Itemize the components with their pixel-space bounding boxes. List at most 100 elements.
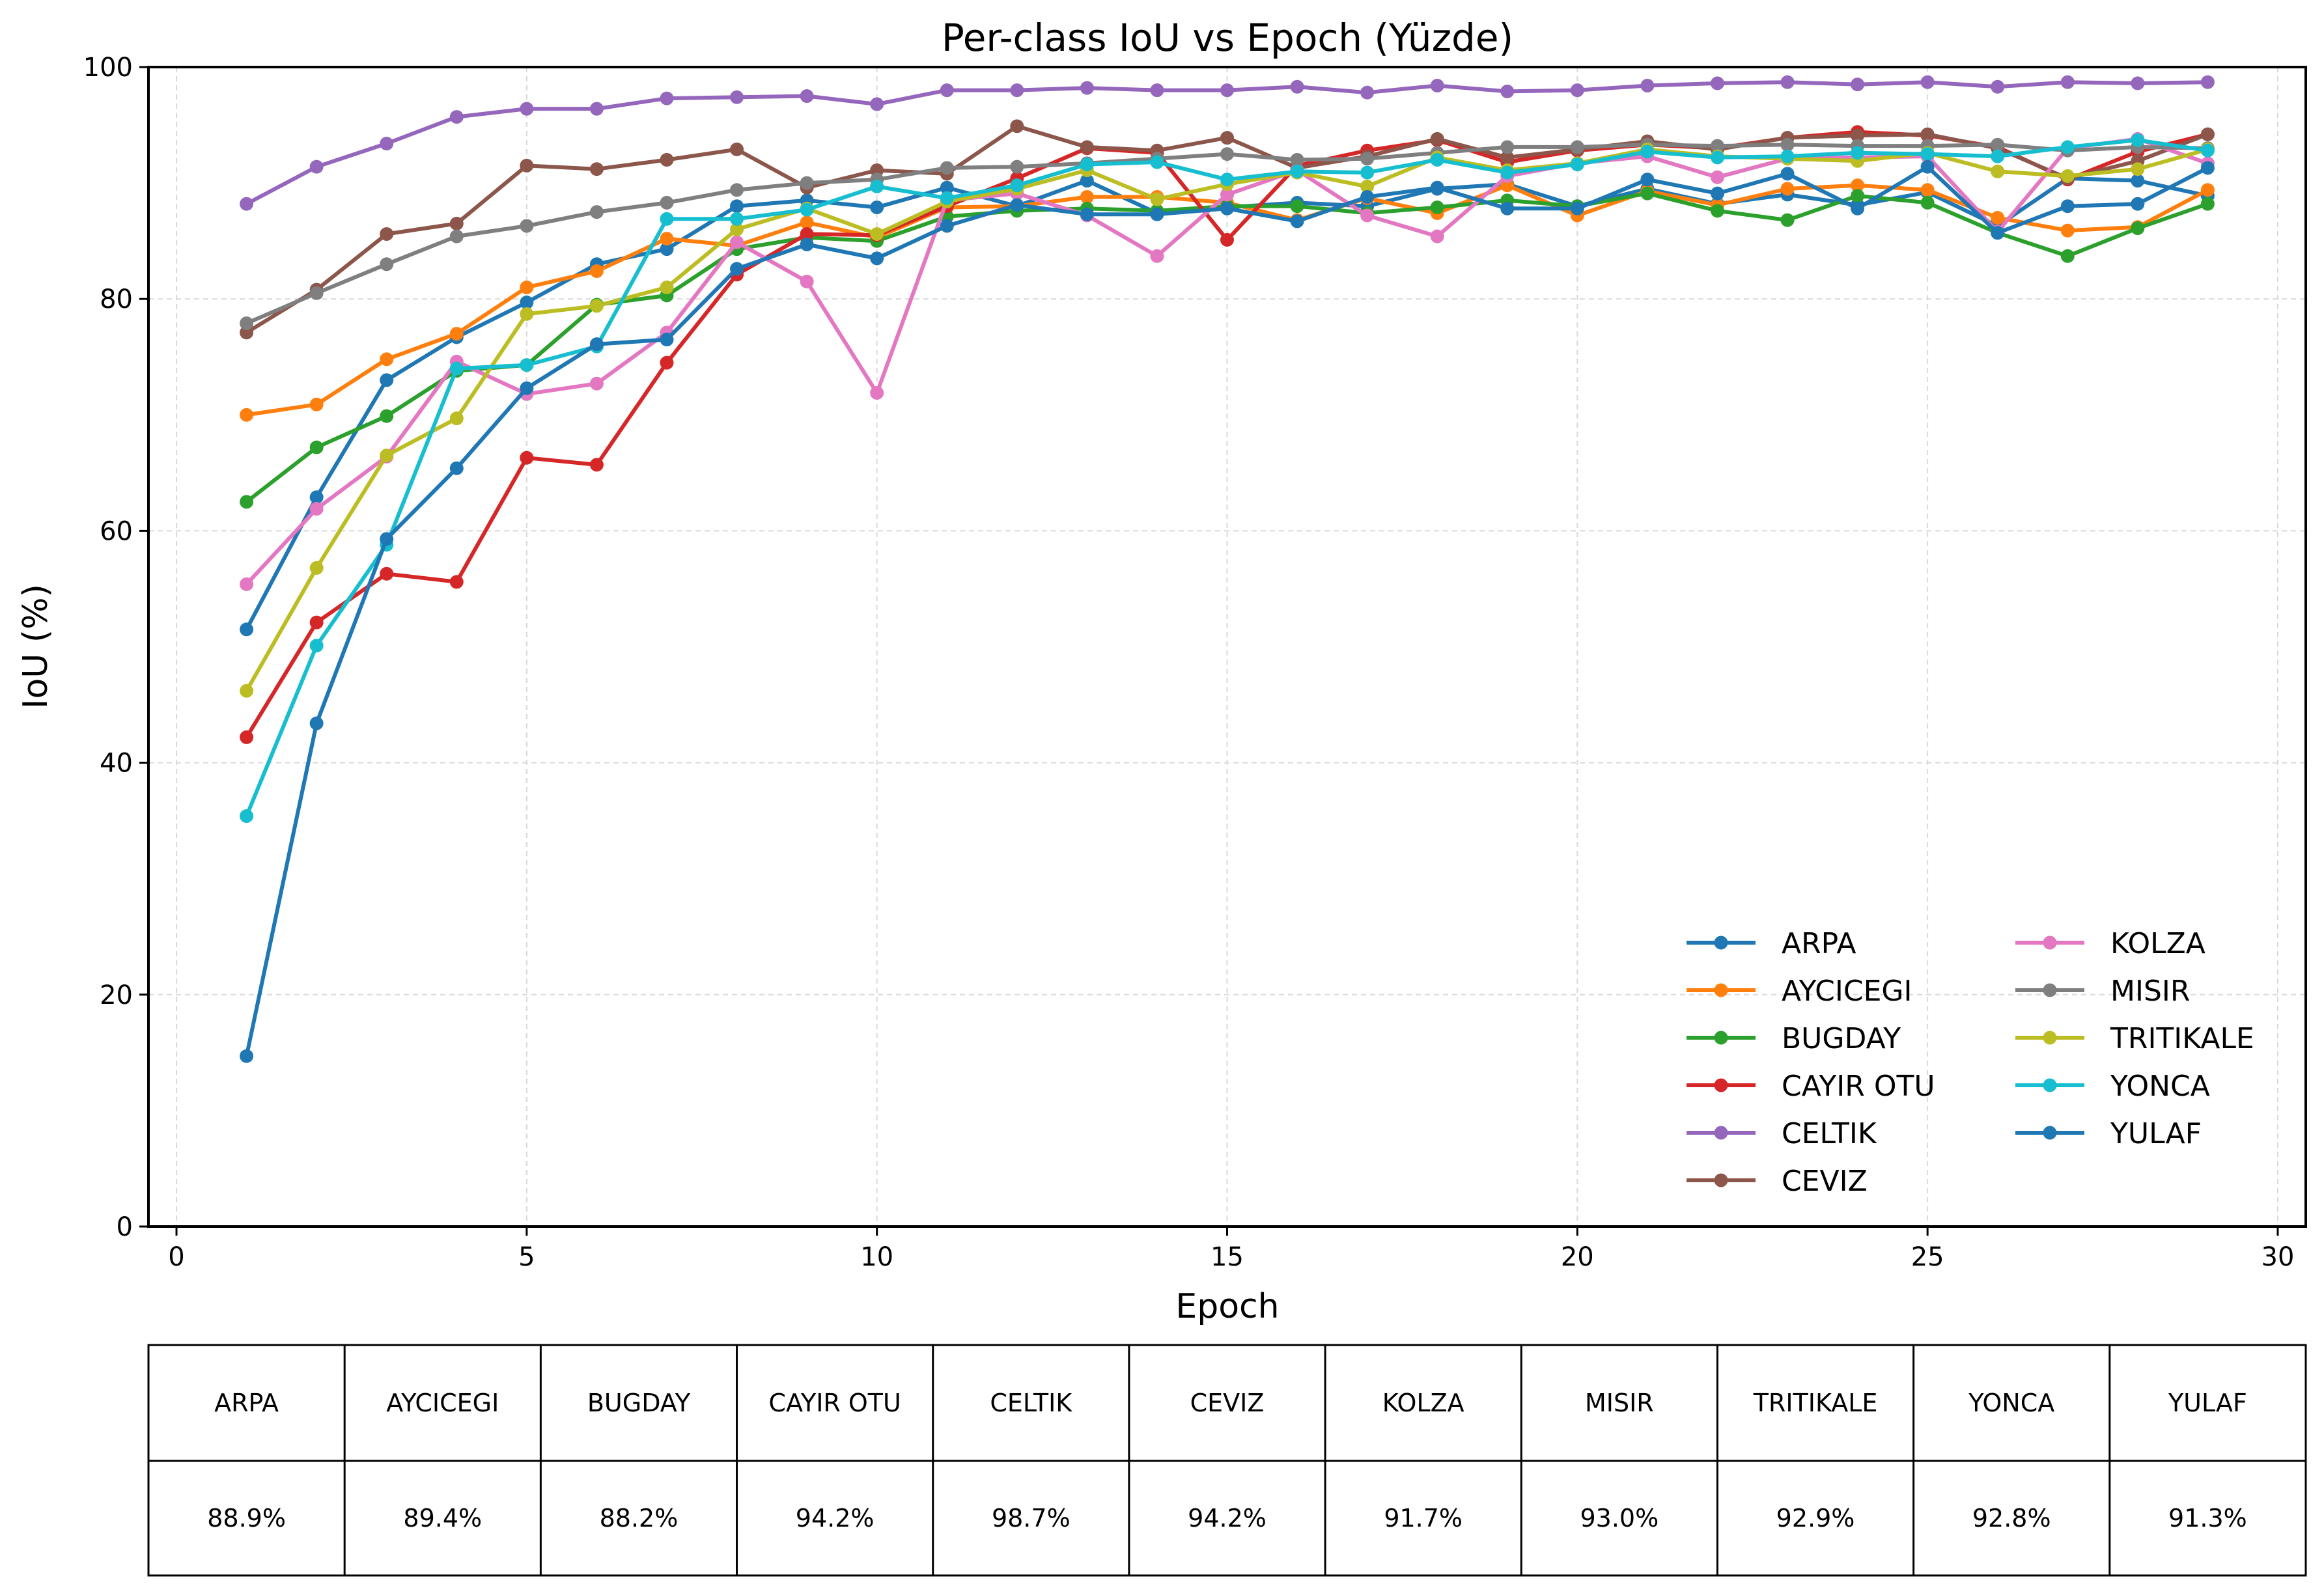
data-point-bugday (1290, 199, 1304, 214)
data-point-misir (660, 195, 674, 210)
data-point-aycicegi (1920, 183, 1935, 197)
summary-table: ARPA 88.9% AYCICEGI 89.4% BUGDAY 88.2% CAYIR O… (147, 1344, 2307, 1577)
legend-entry-misir: MISIR (2015, 975, 2190, 1008)
data-point-tritikale (309, 561, 324, 575)
data-point-tritikale (240, 684, 254, 698)
data-point-yulaf (2131, 197, 2145, 211)
table-value-cell: 92.8% (1972, 1504, 2051, 1533)
table-value-cell: 89.4% (403, 1504, 482, 1533)
data-point-misir (1500, 140, 1515, 154)
data-point-bugday (1710, 204, 1724, 218)
table-header-cell: CAYIR OTU (768, 1389, 901, 1417)
data-point-celtik (800, 89, 814, 104)
data-point-arpa (309, 490, 324, 505)
data-point-misir (240, 316, 254, 331)
data-point-tritikale (730, 222, 744, 236)
data-point-yulaf (1500, 201, 1515, 215)
data-point-misir (1220, 147, 1234, 161)
data-point-tritikale (589, 299, 604, 313)
data-point-misir (449, 229, 464, 243)
data-point-ceviz (1220, 131, 1234, 145)
table-header-cell: TRITIKALE (1753, 1389, 1878, 1417)
data-point-yonca (1430, 152, 1444, 167)
legend-label: TRITIKALE (2110, 1022, 2254, 1055)
data-point-misir (730, 183, 744, 197)
data-point-tritikale (520, 307, 534, 321)
x-axis: 0 5 10 15 20 25 30 (168, 1227, 2294, 1272)
data-point-aycicegi (520, 280, 534, 294)
data-point-kolza (1220, 187, 1234, 202)
legend-label: CAYIR OTU (1782, 1070, 1935, 1103)
data-point-bugday (1780, 213, 1795, 227)
data-point-ceviz (2200, 127, 2215, 141)
legend-swatch-marker (2043, 1126, 2057, 1140)
data-point-yonca (1640, 145, 1655, 159)
data-point-arpa (1080, 174, 1094, 188)
data-point-tritikale (2060, 169, 2075, 183)
data-point-bugday (1640, 186, 1655, 201)
data-point-celtik (240, 197, 254, 211)
data-point-ceviz (1920, 127, 1935, 141)
data-point-bugday (2131, 221, 2145, 236)
y-axis-label: IoU (%) (16, 584, 55, 709)
data-point-aycicegi (309, 397, 324, 411)
data-point-misir (1991, 137, 2005, 152)
table-header-cell: YONCA (1968, 1389, 2054, 1417)
data-point-yulaf (1430, 180, 1444, 195)
table-header-cell: BUGDAY (587, 1389, 691, 1417)
data-point-celtik (1780, 75, 1795, 89)
data-point-celtik (1991, 79, 2005, 94)
table-value-cell: 91.3% (2168, 1504, 2247, 1533)
data-point-aycicegi (2200, 183, 2215, 197)
table-header-cell: CEVIZ (1190, 1389, 1265, 1417)
data-point-yonca (520, 358, 534, 372)
data-point-tritikale (1360, 179, 1375, 193)
data-point-misir (380, 257, 394, 271)
table-header-cell: KOLZA (1382, 1389, 1464, 1417)
data-point-yulaf (800, 237, 814, 251)
data-point-ceviz (1851, 128, 1865, 143)
x-tick-label: 30 (2261, 1242, 2295, 1272)
legend-swatch-marker (1714, 936, 1728, 950)
data-point-yonca (1991, 149, 2005, 163)
data-point-celtik (1920, 75, 1935, 89)
table-header-cell: YULAF (2168, 1389, 2247, 1417)
data-point-ceviz (1010, 119, 1024, 133)
data-point-misir (520, 219, 534, 233)
data-point-kolza (870, 385, 884, 400)
data-point-cayir-otu (520, 451, 534, 465)
data-point-bugday (2200, 197, 2215, 211)
table-header-cell: AYCICEGI (386, 1389, 499, 1417)
data-point-ceviz (730, 142, 744, 156)
data-point-celtik (1570, 83, 1584, 98)
legend-label: ARPA (1782, 927, 1856, 960)
legend-label: YONCA (2110, 1070, 2210, 1103)
table-header-cell: ARPA (214, 1389, 279, 1417)
data-point-celtik (1010, 83, 1024, 98)
data-point-yulaf (1710, 186, 1724, 201)
data-point-cayir-otu (1220, 232, 1234, 247)
y-tick-label: 80 (100, 284, 133, 314)
data-point-celtik (1080, 81, 1094, 95)
data-point-yulaf (380, 532, 394, 546)
data-point-misir (589, 205, 604, 219)
data-point-yonca (1220, 173, 1234, 187)
data-point-yonca (2060, 140, 2075, 154)
data-point-ceviz (1080, 140, 1094, 154)
legend-swatch-marker (2043, 983, 2057, 997)
y-tick-label: 20 (100, 980, 133, 1010)
data-point-kolza (1430, 229, 1444, 243)
table-value-cell: 88.2% (600, 1504, 679, 1533)
table-value-cell: 94.2% (1188, 1504, 1267, 1533)
data-point-misir (309, 286, 324, 300)
data-point-tritikale (1991, 164, 2005, 178)
data-point-celtik (589, 102, 604, 116)
data-point-celtik (1430, 78, 1444, 92)
data-point-celtik (660, 91, 674, 105)
data-point-celtik (870, 97, 884, 111)
data-point-celtik (1220, 83, 1234, 98)
data-point-yonca (1920, 147, 1935, 161)
data-point-kolza (240, 577, 254, 591)
data-point-aycicegi (449, 327, 464, 341)
